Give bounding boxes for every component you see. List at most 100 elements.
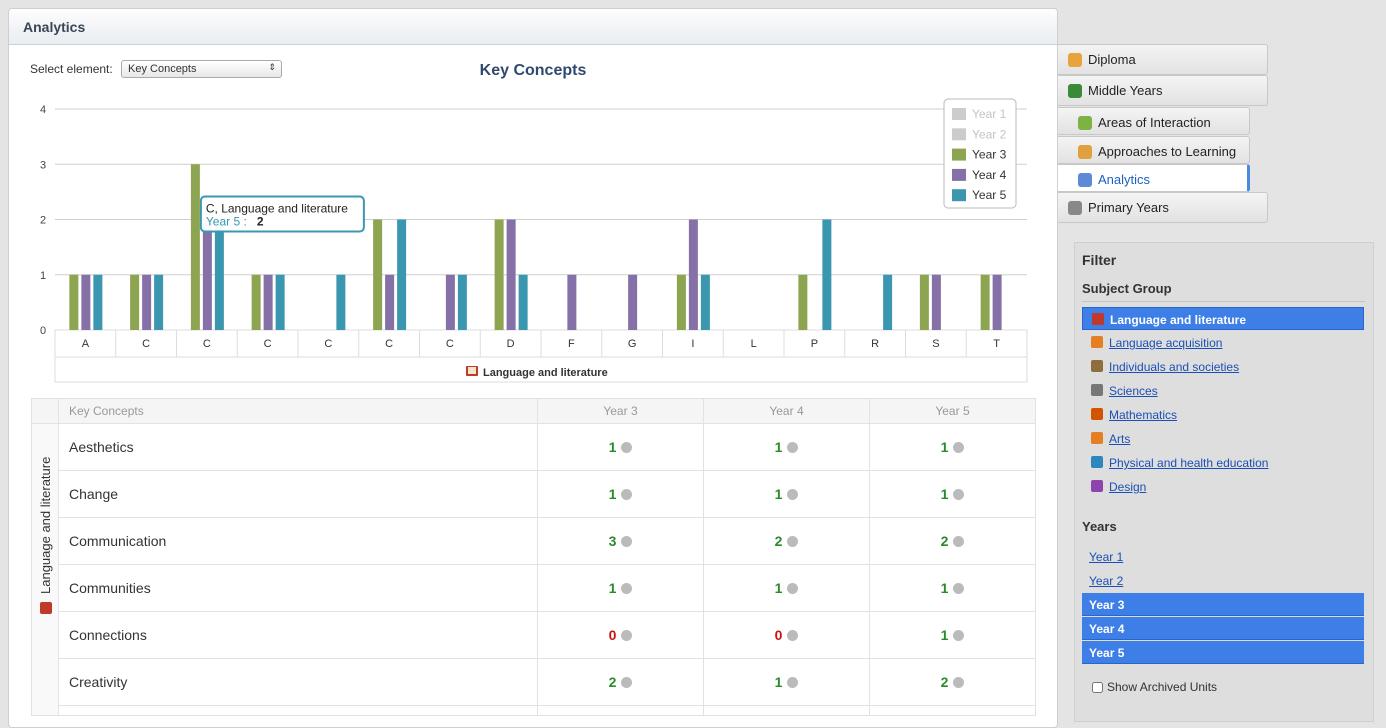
tab[interactable]: Primary Years (1058, 192, 1268, 223)
year-link: Year 4 (1089, 622, 1125, 636)
y-tick-label: 0 (40, 325, 46, 337)
subject-icon (1091, 360, 1103, 372)
group-cell: Language and literature (31, 423, 59, 716)
legend-swatch (952, 148, 966, 161)
count: 2 (774, 533, 783, 549)
tab[interactable]: Diploma (1058, 44, 1268, 75)
x-tick-label: C (324, 338, 332, 350)
value-cell: 1 (869, 423, 1036, 471)
info-icon[interactable] (787, 489, 799, 500)
count: 2 (940, 674, 949, 690)
count: 1 (774, 580, 783, 596)
subject-item[interactable]: Physical and health education (1082, 451, 1364, 474)
info-icon[interactable] (787, 630, 799, 641)
year-link: Year 3 (1089, 598, 1125, 612)
count: 1 (608, 439, 617, 455)
info-icon[interactable] (621, 583, 633, 594)
concept-cell: Change (58, 470, 538, 518)
table-row (32, 705, 1036, 716)
subject-item[interactable]: Language and literature (1082, 307, 1364, 330)
x-tick-label: I (691, 338, 694, 350)
subject-item[interactable]: Sciences (1082, 379, 1364, 402)
subject-item[interactable]: Language acquisition (1082, 331, 1364, 354)
info-icon[interactable] (621, 630, 633, 641)
info-icon[interactable] (621, 536, 633, 547)
info-icon[interactable] (953, 630, 965, 641)
info-icon[interactable] (953, 489, 965, 500)
subject-title: Subject Group (1082, 281, 1365, 302)
archived-checkbox[interactable] (1092, 682, 1103, 693)
year-item[interactable]: Year 5 (1082, 641, 1364, 664)
empty-cell (869, 705, 1036, 716)
x-tick-label: F (568, 338, 575, 350)
info-icon[interactable] (953, 536, 965, 547)
value-cell: 1 (703, 564, 870, 612)
count: 1 (608, 486, 617, 502)
concept-name: Communication (69, 533, 167, 549)
value-cell: 1 (703, 423, 870, 471)
year-item[interactable]: Year 2 (1082, 569, 1364, 592)
tab-label: Diploma (1088, 52, 1136, 67)
info-icon[interactable] (787, 442, 799, 453)
year-item[interactable]: Year 4 (1082, 617, 1364, 640)
bar (506, 219, 516, 330)
group-header (31, 398, 59, 424)
subject-link: Individuals and societies (1109, 360, 1240, 374)
year-item[interactable]: Year 3 (1082, 593, 1364, 616)
archived-option[interactable]: Show Archived Units (1092, 680, 1217, 694)
select-value: Key Concepts (128, 63, 197, 75)
year-item[interactable]: Year 1 (1082, 545, 1364, 568)
count: 1 (940, 627, 949, 643)
subject-icon (1091, 384, 1103, 396)
tab[interactable]: Middle Years (1058, 75, 1268, 106)
bar (69, 274, 79, 330)
bar (700, 274, 710, 330)
bar (688, 219, 698, 330)
subject-item[interactable]: Arts (1082, 427, 1364, 450)
legend-swatch (952, 189, 966, 202)
bar (397, 219, 407, 330)
info-icon[interactable] (621, 489, 633, 500)
x-tick-label: C (385, 338, 393, 350)
legend-swatch (952, 168, 966, 181)
subject-item[interactable]: Individuals and societies (1082, 355, 1364, 378)
value-cell: 1 (537, 470, 704, 518)
concept-name: Change (69, 486, 119, 502)
select-element[interactable]: Key Concepts ⇕ (121, 60, 282, 78)
legend-label: Year 3 (972, 148, 1007, 162)
legend-label: Year 2 (972, 127, 1007, 141)
count: 1 (608, 580, 617, 596)
tab-icon (1068, 53, 1082, 67)
info-icon[interactable] (953, 677, 965, 688)
y-tick-label: 3 (40, 159, 46, 171)
value-cell: 0 (537, 611, 704, 659)
count: 2 (608, 674, 617, 690)
bar (81, 274, 91, 330)
value-cell: 1 (703, 470, 870, 518)
info-icon[interactable] (621, 677, 633, 688)
bar (373, 219, 383, 330)
tab[interactable]: Analytics (1058, 164, 1250, 192)
bar (628, 274, 638, 330)
info-icon[interactable] (787, 583, 799, 594)
info-icon[interactable] (953, 442, 965, 453)
info-icon[interactable] (787, 677, 799, 688)
bar (919, 274, 929, 330)
tab-icon (1078, 173, 1092, 187)
subject-item[interactable]: Design (1082, 475, 1364, 498)
concept-name: Communities (69, 580, 151, 596)
info-icon[interactable] (787, 536, 799, 547)
column-header: Year 5 (869, 398, 1036, 424)
tooltip-title: C, Language and literature (206, 202, 348, 216)
x-tick-label: R (871, 338, 879, 350)
table-row: Connections 0 0 1 (32, 611, 1036, 659)
tab[interactable]: Approaches to Learning (1058, 136, 1250, 164)
value-cell: 2 (869, 517, 1036, 565)
bar (251, 274, 261, 330)
empty-cell (537, 705, 704, 716)
info-icon[interactable] (621, 442, 633, 453)
subject-icon (1092, 313, 1104, 325)
tab[interactable]: Areas of Interaction (1058, 107, 1250, 135)
info-icon[interactable] (953, 583, 965, 594)
subject-item[interactable]: Mathematics (1082, 403, 1364, 426)
